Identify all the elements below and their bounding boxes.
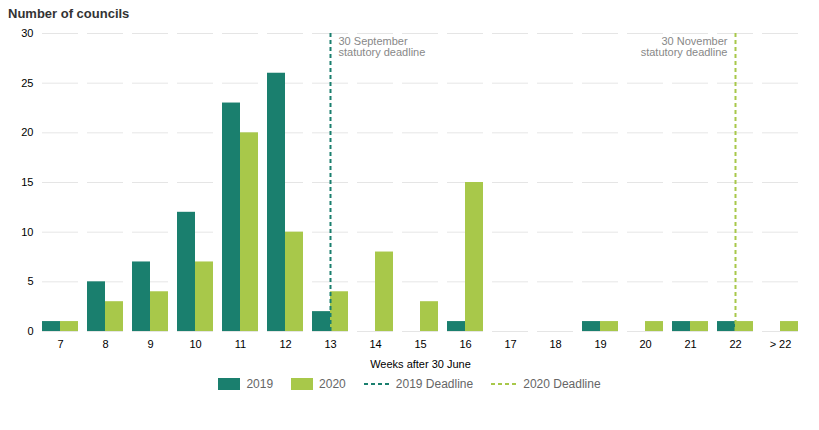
svg-text:22: 22 xyxy=(729,338,741,350)
svg-text:13: 13 xyxy=(324,338,336,350)
svg-text:17: 17 xyxy=(504,338,516,350)
html-text:Number of councils: Number of councils xyxy=(8,6,130,21)
svg-text:Weeks after 30 June: Weeks after 30 June xyxy=(370,358,471,370)
svg-text:10: 10 xyxy=(21,226,33,238)
svg-text:5: 5 xyxy=(27,275,33,287)
html-text:2020 Deadline: 2020 Deadline xyxy=(523,377,601,391)
svg-text:25: 25 xyxy=(21,77,33,89)
svg-text:0: 0 xyxy=(27,325,33,337)
svg-text:10: 10 xyxy=(189,338,201,350)
svg-text:21: 21 xyxy=(684,338,696,350)
svg-text:18: 18 xyxy=(549,338,561,350)
html-text:2019: 2019 xyxy=(246,377,274,391)
svg-text:19: 19 xyxy=(594,338,606,350)
svg-text:7: 7 xyxy=(57,338,63,350)
svg-text:16: 16 xyxy=(459,338,471,350)
svg-text:11: 11 xyxy=(235,338,246,350)
svg-text:14: 14 xyxy=(369,338,381,350)
svg-text:20: 20 xyxy=(21,126,33,138)
svg-text:30 Septemberstatutory deadline: 30 Septemberstatutory deadline xyxy=(339,35,426,58)
svg-text:8: 8 xyxy=(102,338,108,350)
svg-text:30: 30 xyxy=(21,27,33,39)
html-text:2020: 2020 xyxy=(319,377,346,391)
svg-text:> 22: > 22 xyxy=(770,338,792,350)
svg-text:9: 9 xyxy=(147,338,153,350)
svg-text:12: 12 xyxy=(279,338,291,350)
svg-text:20: 20 xyxy=(639,338,651,350)
svg-text:15: 15 xyxy=(414,338,426,350)
svg-text:15: 15 xyxy=(21,176,33,188)
svg-text:30 Novemberstatutory deadline: 30 Novemberstatutory deadline xyxy=(641,35,728,58)
html-text:2019 Deadline: 2019 Deadline xyxy=(395,377,474,391)
